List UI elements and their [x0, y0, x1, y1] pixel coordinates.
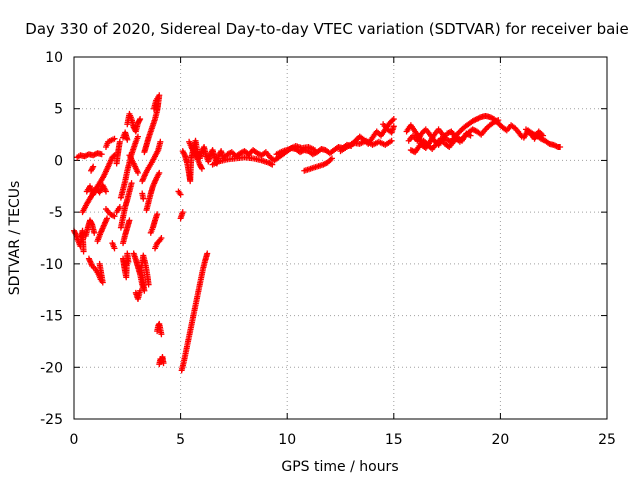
data-series [71, 92, 564, 374]
data-point-trace [117, 180, 135, 231]
data-point-trace [94, 215, 111, 245]
x-tick-label: 20 [491, 432, 509, 448]
data-point-trace [85, 255, 106, 286]
data-point-trace [156, 353, 167, 368]
data-point-trace [124, 110, 144, 135]
data-point-trace [113, 138, 123, 167]
data-point-trace [74, 150, 105, 161]
data-point-trace [147, 211, 161, 236]
data-point-trace [141, 92, 163, 156]
data-point-trace [139, 190, 147, 202]
y-tick-label: 10 [45, 50, 63, 66]
data-point-trace [139, 138, 164, 185]
y-axis-label: SDTVAR / TECUs [7, 181, 23, 296]
y-tick-label: -25 [40, 412, 63, 428]
data-point-trace [102, 206, 118, 220]
data-point-trace [71, 227, 87, 255]
x-axis-label: GPS time / hours [281, 459, 398, 475]
y-tick-label: 5 [54, 102, 63, 118]
y-tick-label: -10 [40, 257, 63, 273]
grid [74, 57, 607, 419]
data-point-trace [301, 155, 335, 174]
x-tick-label: 10 [278, 432, 296, 448]
y-tick-label: 0 [54, 153, 63, 169]
x-tick-labels: 0 5 10 15 20 25 [70, 432, 616, 448]
data-point-trace [82, 217, 98, 239]
data-point-trace [132, 287, 144, 303]
y-tick-label: -15 [40, 309, 63, 325]
y-tick-labels: 10 5 0 -5 -10 -15 -20 -25 [40, 50, 63, 428]
data-point-trace [102, 135, 118, 150]
y-tick-label: -20 [40, 360, 63, 376]
data-point-trace [337, 137, 395, 155]
x-tick-label: 0 [70, 432, 79, 448]
data-point-trace [120, 250, 132, 281]
data-point-trace [186, 138, 205, 172]
x-tick-label: 5 [176, 432, 185, 448]
data-point-trace [79, 152, 118, 216]
chart-title: Day 330 of 2020, Sidereal Day-to-day VTE… [25, 20, 628, 38]
data-point-trace [120, 129, 131, 143]
y-tick-label: -5 [49, 205, 63, 221]
data-point-trace [522, 126, 547, 142]
x-tick-label: 25 [598, 432, 616, 448]
x-tick-label: 15 [385, 432, 403, 448]
data-point-trace [175, 188, 184, 198]
data-point-trace [113, 203, 123, 216]
data-point-trace [209, 154, 276, 168]
data-point-trace [130, 250, 152, 294]
data-point-trace [152, 235, 165, 252]
data-point-trace [380, 121, 397, 136]
data-point-trace [273, 142, 318, 158]
data-point-trace [154, 320, 165, 338]
data-point-trace [120, 217, 133, 247]
data-point-trace [178, 250, 211, 374]
data-point-trace [88, 163, 97, 174]
data-point-trace [109, 240, 118, 252]
plot-frame [73, 56, 608, 420]
data-point-trace [83, 182, 109, 198]
data-point-trace [126, 152, 141, 176]
data-point-trace [407, 130, 474, 156]
data-point-trace [177, 209, 186, 222]
data-point-trace [143, 169, 163, 214]
